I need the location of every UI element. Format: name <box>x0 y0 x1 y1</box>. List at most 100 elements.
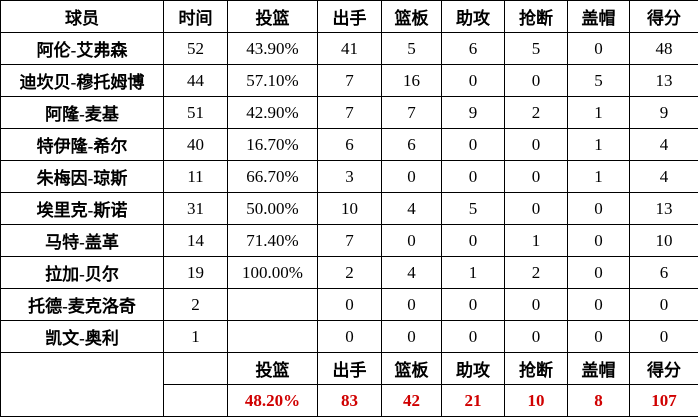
summary-label: 出手 <box>317 352 382 385</box>
cell-fga: 7 <box>317 96 382 129</box>
cell-rebounds: 5 <box>381 32 442 65</box>
cell-assists: 0 <box>441 128 505 161</box>
cell-blocks: 0 <box>567 256 630 289</box>
table-row: 迪坎贝-穆托姆博 44 57.10% 7 16 0 0 5 13 <box>0 64 698 97</box>
cell-blocks: 1 <box>567 160 630 193</box>
header-assists: 助攻 <box>441 0 505 33</box>
summary-empty-cell <box>0 352 164 417</box>
cell-blocks: 0 <box>567 192 630 225</box>
cell-assists: 6 <box>441 32 505 65</box>
cell-fg-pct: 71.40% <box>227 224 318 257</box>
cell-fga: 2 <box>317 256 382 289</box>
cell-fga: 3 <box>317 160 382 193</box>
summary-label: 篮板 <box>381 352 442 385</box>
cell-rebounds: 0 <box>381 320 442 353</box>
cell-player-name: 埃里克-斯诺 <box>0 192 164 225</box>
cell-points: 0 <box>629 320 698 353</box>
summary-total: 42 <box>381 384 442 417</box>
cell-minutes: 51 <box>163 96 228 129</box>
cell-fga: 6 <box>317 128 382 161</box>
cell-rebounds: 6 <box>381 128 442 161</box>
cell-minutes: 19 <box>163 256 228 289</box>
table-row: 阿隆-麦基 51 42.90% 7 7 9 2 1 9 <box>0 96 698 129</box>
summary-total: 8 <box>567 384 630 417</box>
cell-fga: 0 <box>317 288 382 321</box>
summary-label: 盖帽 <box>567 352 630 385</box>
cell-assists: 0 <box>441 224 505 257</box>
cell-minutes: 40 <box>163 128 228 161</box>
cell-blocks: 0 <box>567 224 630 257</box>
cell-points: 6 <box>629 256 698 289</box>
cell-assists: 9 <box>441 96 505 129</box>
cell-blocks: 0 <box>567 32 630 65</box>
header-row: 球员 时间 投篮 出手 篮板 助攻 抢断 盖帽 得分 <box>0 0 698 33</box>
summary-empty-cell <box>163 384 228 417</box>
cell-rebounds: 7 <box>381 96 442 129</box>
summary-total: 48.20% <box>227 384 318 417</box>
cell-steals: 2 <box>504 96 568 129</box>
cell-points: 4 <box>629 128 698 161</box>
cell-fg-pct <box>227 320 318 353</box>
header-points: 得分 <box>629 0 698 33</box>
cell-fg-pct: 16.70% <box>227 128 318 161</box>
cell-assists: 0 <box>441 64 505 97</box>
table-row: 凯文-奥利 1 0 0 0 0 0 0 <box>0 320 698 353</box>
cell-steals: 0 <box>504 320 568 353</box>
cell-player-name: 阿伦-艾弗森 <box>0 32 164 65</box>
cell-fga: 41 <box>317 32 382 65</box>
cell-steals: 0 <box>504 288 568 321</box>
summary-total: 83 <box>317 384 382 417</box>
cell-minutes: 31 <box>163 192 228 225</box>
cell-steals: 5 <box>504 32 568 65</box>
summary-label: 得分 <box>629 352 698 385</box>
cell-assists: 5 <box>441 192 505 225</box>
cell-rebounds: 4 <box>381 256 442 289</box>
summary-total: 21 <box>441 384 505 417</box>
table-row: 托德-麦克洛奇 2 0 0 0 0 0 0 <box>0 288 698 321</box>
cell-player-name: 阿隆-麦基 <box>0 96 164 129</box>
cell-fg-pct: 42.90% <box>227 96 318 129</box>
cell-points: 13 <box>629 192 698 225</box>
table-row: 朱梅因-琼斯 11 66.70% 3 0 0 0 1 4 <box>0 160 698 193</box>
cell-fga: 10 <box>317 192 382 225</box>
cell-rebounds: 0 <box>381 288 442 321</box>
table-row: 特伊隆-希尔 40 16.70% 6 6 0 0 1 4 <box>0 128 698 161</box>
cell-points: 13 <box>629 64 698 97</box>
header-player: 球员 <box>0 0 164 33</box>
cell-player-name: 拉加-贝尔 <box>0 256 164 289</box>
header-steals: 抢断 <box>504 0 568 33</box>
summary-label: 助攻 <box>441 352 505 385</box>
cell-player-name: 朱梅因-琼斯 <box>0 160 164 193</box>
cell-steals: 2 <box>504 256 568 289</box>
cell-assists: 0 <box>441 160 505 193</box>
cell-fg-pct: 100.00% <box>227 256 318 289</box>
cell-fg-pct: 50.00% <box>227 192 318 225</box>
cell-minutes: 52 <box>163 32 228 65</box>
cell-player-name: 托德-麦克洛奇 <box>0 288 164 321</box>
cell-points: 9 <box>629 96 698 129</box>
cell-fg-pct: 66.70% <box>227 160 318 193</box>
cell-minutes: 11 <box>163 160 228 193</box>
cell-rebounds: 0 <box>381 160 442 193</box>
table-row: 阿伦-艾弗森 52 43.90% 41 5 6 5 0 48 <box>0 32 698 65</box>
cell-steals: 0 <box>504 192 568 225</box>
cell-rebounds: 0 <box>381 224 442 257</box>
cell-fg-pct: 57.10% <box>227 64 318 97</box>
cell-player-name: 迪坎贝-穆托姆博 <box>0 64 164 97</box>
cell-points: 4 <box>629 160 698 193</box>
header-fga: 出手 <box>317 0 382 33</box>
cell-minutes: 14 <box>163 224 228 257</box>
cell-assists: 1 <box>441 256 505 289</box>
cell-rebounds: 4 <box>381 192 442 225</box>
cell-steals: 1 <box>504 224 568 257</box>
cell-blocks: 1 <box>567 96 630 129</box>
cell-fg-pct <box>227 288 318 321</box>
cell-assists: 0 <box>441 320 505 353</box>
summary-total: 107 <box>629 384 698 417</box>
cell-fga: 0 <box>317 320 382 353</box>
cell-minutes: 1 <box>163 320 228 353</box>
cell-steals: 0 <box>504 128 568 161</box>
summary-empty-cell <box>163 352 228 385</box>
cell-steals: 0 <box>504 64 568 97</box>
